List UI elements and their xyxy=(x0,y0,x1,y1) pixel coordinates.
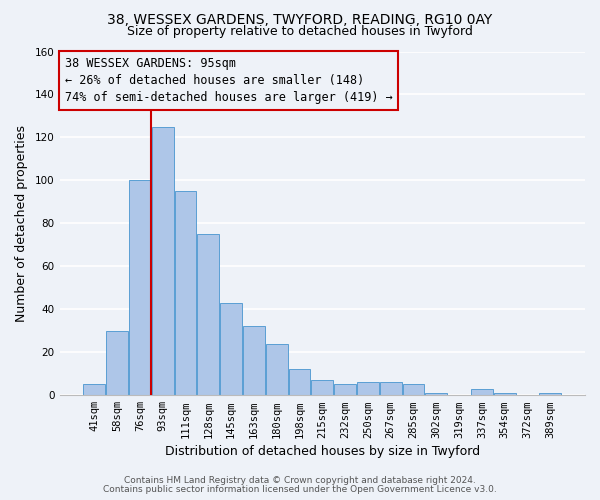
Y-axis label: Number of detached properties: Number of detached properties xyxy=(15,125,28,322)
Bar xyxy=(494,393,515,395)
Text: Contains public sector information licensed under the Open Government Licence v3: Contains public sector information licen… xyxy=(103,485,497,494)
Bar xyxy=(380,382,401,395)
X-axis label: Distribution of detached houses by size in Twyford: Distribution of detached houses by size … xyxy=(165,444,480,458)
Bar xyxy=(539,393,561,395)
Bar xyxy=(197,234,219,395)
Bar xyxy=(403,384,424,395)
Text: Contains HM Land Registry data © Crown copyright and database right 2024.: Contains HM Land Registry data © Crown c… xyxy=(124,476,476,485)
Text: Size of property relative to detached houses in Twyford: Size of property relative to detached ho… xyxy=(127,25,473,38)
Bar xyxy=(266,344,287,395)
Bar xyxy=(311,380,333,395)
Bar xyxy=(220,303,242,395)
Bar xyxy=(289,370,310,395)
Bar xyxy=(334,384,356,395)
Bar xyxy=(152,126,173,395)
Bar xyxy=(357,382,379,395)
Bar xyxy=(425,393,447,395)
Bar xyxy=(106,331,128,395)
Bar xyxy=(129,180,151,395)
Bar xyxy=(175,191,196,395)
Bar xyxy=(83,384,105,395)
Bar xyxy=(471,389,493,395)
Bar xyxy=(243,326,265,395)
Text: 38 WESSEX GARDENS: 95sqm
← 26% of detached houses are smaller (148)
74% of semi-: 38 WESSEX GARDENS: 95sqm ← 26% of detach… xyxy=(65,56,392,104)
Text: 38, WESSEX GARDENS, TWYFORD, READING, RG10 0AY: 38, WESSEX GARDENS, TWYFORD, READING, RG… xyxy=(107,12,493,26)
